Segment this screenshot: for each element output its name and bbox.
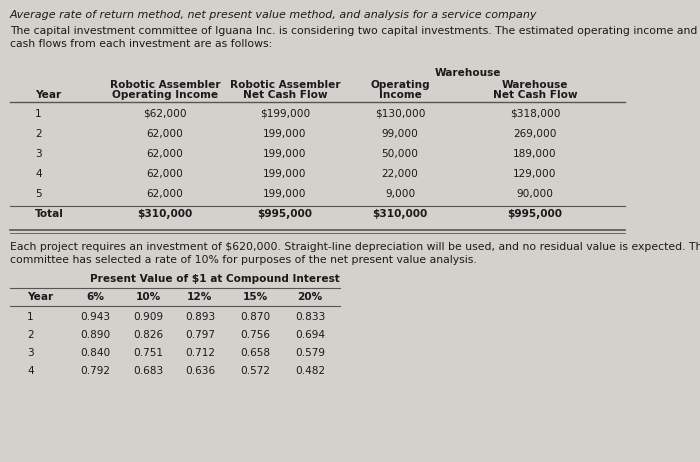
Text: 62,000: 62,000 [146,169,183,179]
Text: 199,000: 199,000 [263,189,307,199]
Text: 1: 1 [35,109,41,119]
Text: $318,000: $318,000 [510,109,560,119]
Text: 0.756: 0.756 [240,330,270,340]
Text: 99,000: 99,000 [382,129,419,139]
Text: Net Cash Flow: Net Cash Flow [493,90,578,100]
Text: $62,000: $62,000 [144,109,187,119]
Text: Warehouse: Warehouse [434,68,500,78]
Text: Operating: Operating [370,80,430,90]
Text: 2: 2 [27,330,34,340]
Text: Warehouse: Warehouse [502,80,568,90]
Text: 4: 4 [27,366,34,376]
Text: Year: Year [27,292,53,302]
Text: 199,000: 199,000 [263,129,307,139]
Text: 0.792: 0.792 [80,366,110,376]
Text: 0.893: 0.893 [185,312,215,322]
Text: 0.482: 0.482 [295,366,325,376]
Text: 6%: 6% [86,292,104,302]
Text: 199,000: 199,000 [263,169,307,179]
Text: $995,000: $995,000 [258,209,312,219]
Text: 0.833: 0.833 [295,312,326,322]
Text: Robotic Assembler: Robotic Assembler [230,80,340,90]
Text: 0.909: 0.909 [133,312,163,322]
Text: 20%: 20% [298,292,323,302]
Text: 0.694: 0.694 [295,330,325,340]
Text: Average rate of return method, net present value method, and analysis for a serv: Average rate of return method, net prese… [10,10,538,20]
Text: $310,000: $310,000 [137,209,193,219]
Text: 0.840: 0.840 [80,348,110,358]
Text: Year: Year [35,90,62,100]
Text: 5: 5 [35,189,41,199]
Text: 2: 2 [35,129,41,139]
Text: Each project requires an investment of $620,000. Straight-line depreciation will: Each project requires an investment of $… [10,242,700,252]
Text: 90,000: 90,000 [517,189,554,199]
Text: Income: Income [379,90,421,100]
Text: 189,000: 189,000 [513,149,557,159]
Text: 3: 3 [27,348,34,358]
Text: 0.572: 0.572 [240,366,270,376]
Text: 9,000: 9,000 [385,189,415,199]
Text: 0.826: 0.826 [133,330,163,340]
Text: $310,000: $310,000 [372,209,428,219]
Text: 0.712: 0.712 [185,348,215,358]
Text: Present Value of $1 at Compound Interest: Present Value of $1 at Compound Interest [90,274,340,284]
Text: Robotic Assembler: Robotic Assembler [110,80,220,90]
Text: 50,000: 50,000 [382,149,419,159]
Text: 129,000: 129,000 [513,169,557,179]
Text: 199,000: 199,000 [263,149,307,159]
Text: 269,000: 269,000 [513,129,557,139]
Text: 0.943: 0.943 [80,312,110,322]
Text: $995,000: $995,000 [508,209,563,219]
Text: Total: Total [35,209,64,219]
Text: $130,000: $130,000 [374,109,426,119]
Text: 0.658: 0.658 [240,348,270,358]
Text: $199,000: $199,000 [260,109,310,119]
Text: Operating Income: Operating Income [112,90,218,100]
Text: cash flows from each investment are as follows:: cash flows from each investment are as f… [10,39,272,49]
Text: Net Cash Flow: Net Cash Flow [243,90,328,100]
Text: The capital investment committee of Iguana Inc. is considering two capital inves: The capital investment committee of Igua… [10,26,700,36]
Text: 0.579: 0.579 [295,348,325,358]
Text: 0.751: 0.751 [133,348,163,358]
Text: 10%: 10% [135,292,160,302]
Text: 22,000: 22,000 [382,169,419,179]
Text: 0.683: 0.683 [133,366,163,376]
Text: 62,000: 62,000 [146,189,183,199]
Text: 4: 4 [35,169,41,179]
Text: committee has selected a rate of 10% for purposes of the net present value analy: committee has selected a rate of 10% for… [10,255,477,265]
Text: 0.890: 0.890 [80,330,110,340]
Text: 0.870: 0.870 [240,312,270,322]
Text: 0.636: 0.636 [185,366,215,376]
Text: 12%: 12% [188,292,213,302]
Text: 1: 1 [27,312,34,322]
Text: 15%: 15% [242,292,267,302]
Text: 0.797: 0.797 [185,330,215,340]
Text: 62,000: 62,000 [146,129,183,139]
Text: 3: 3 [35,149,42,159]
Text: 62,000: 62,000 [146,149,183,159]
